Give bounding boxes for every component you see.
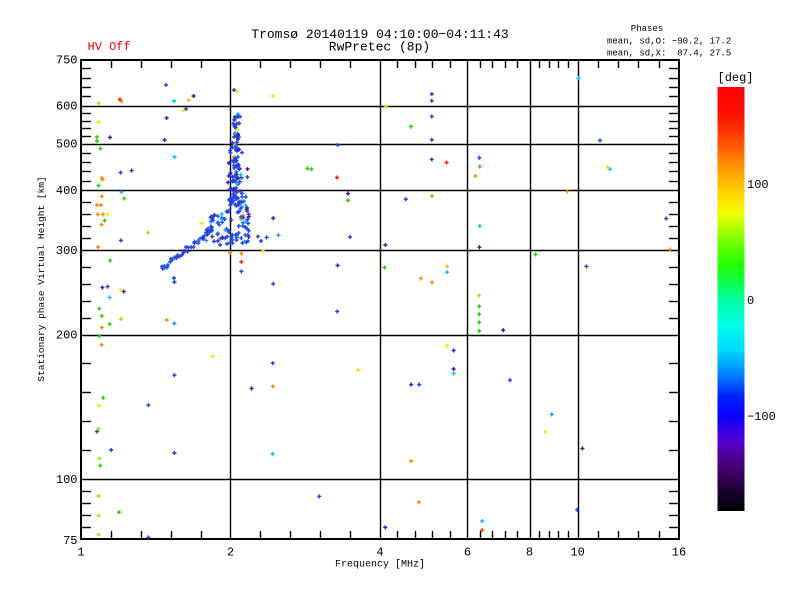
svg-text:75: 75 <box>63 534 77 548</box>
svg-text:2: 2 <box>227 546 234 560</box>
svg-text:100: 100 <box>747 178 769 192</box>
svg-text:16: 16 <box>672 546 686 560</box>
svg-text:Phases: Phases <box>631 24 663 34</box>
svg-text:200: 200 <box>56 329 78 343</box>
svg-text:400: 400 <box>56 184 78 198</box>
svg-text:Frequency [MHz]: Frequency [MHz] <box>335 559 425 571</box>
svg-text:1: 1 <box>77 546 84 560</box>
svg-text:−100: −100 <box>747 410 776 424</box>
svg-text:8: 8 <box>526 546 533 560</box>
svg-text:mean, sd,O: −90.2, 17.2: mean, sd,O: −90.2, 17.2 <box>607 37 731 47</box>
svg-text:RwPretec (8p): RwPretec (8p) <box>329 40 430 55</box>
svg-text:6: 6 <box>464 546 471 560</box>
svg-text:Tromsø 20140119 04:10:00−04:11: Tromsø 20140119 04:10:00−04:11:43 <box>251 27 508 42</box>
svg-text:4: 4 <box>376 546 383 560</box>
svg-text:mean, sd,X: 87.4, 27.5: mean, sd,X: 87.4, 27.5 <box>607 49 731 59</box>
svg-text:100: 100 <box>56 473 78 487</box>
svg-text:600: 600 <box>56 100 78 114</box>
svg-text:500: 500 <box>56 138 78 152</box>
svg-text:[deg]: [deg] <box>718 71 754 85</box>
svg-text:750: 750 <box>56 54 78 68</box>
svg-text:Stationary phase Virtual Heigh: Stationary phase Virtual Height [km] <box>36 176 47 381</box>
svg-text:0: 0 <box>747 294 754 308</box>
svg-text:HV Off: HV Off <box>88 40 131 54</box>
svg-text:300: 300 <box>56 244 78 258</box>
svg-text:10: 10 <box>570 546 584 560</box>
